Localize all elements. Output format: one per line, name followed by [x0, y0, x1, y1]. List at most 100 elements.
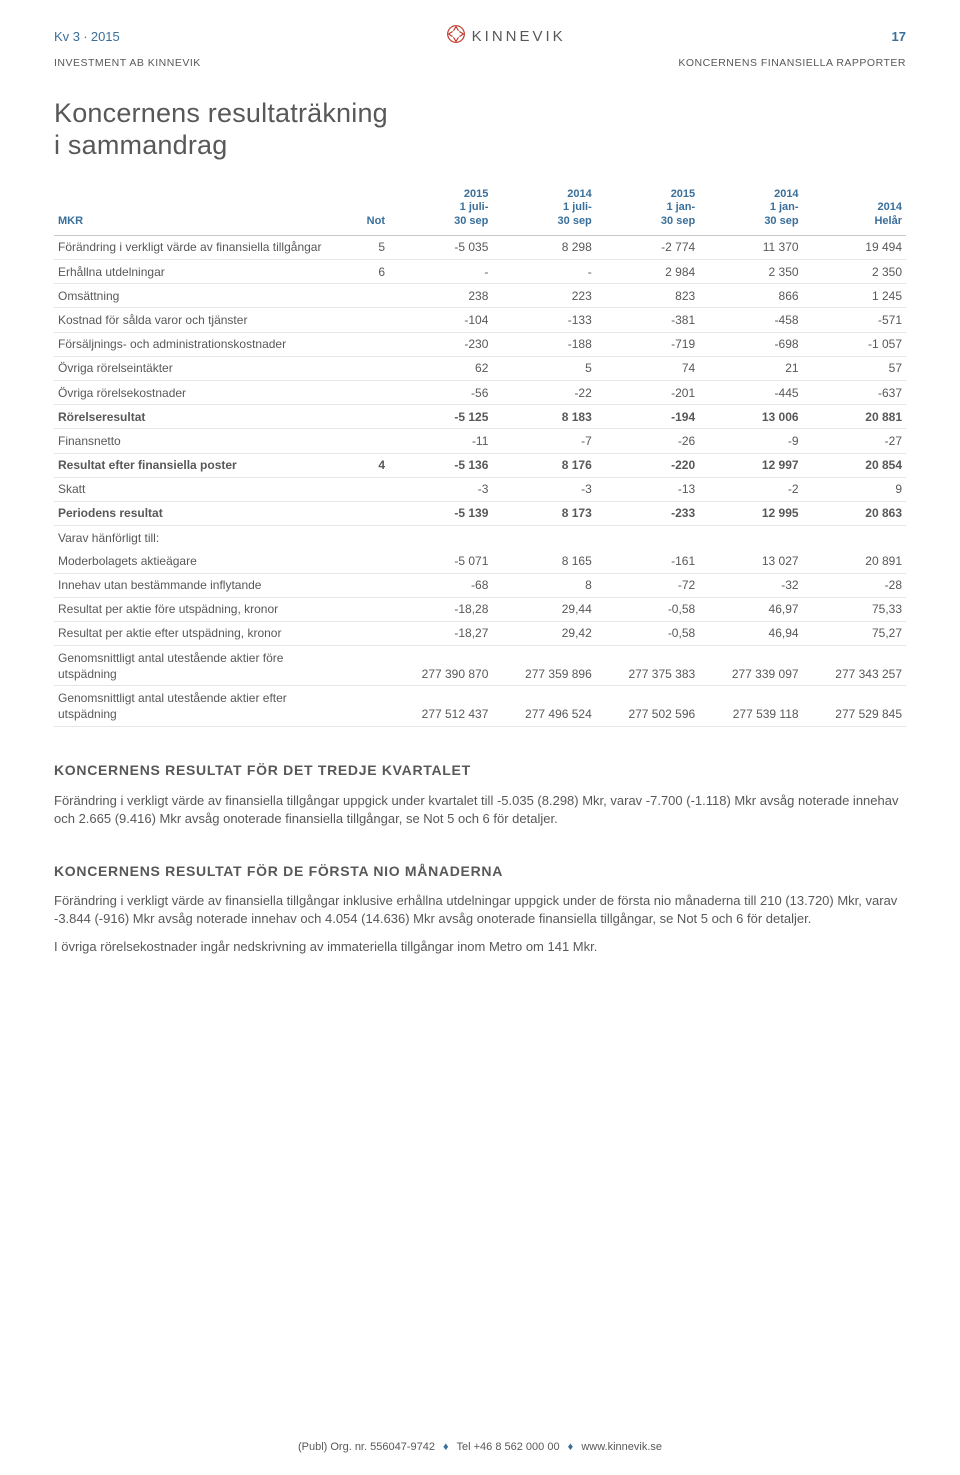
table-row: Genomsnittligt antal utestående aktier f…	[54, 646, 906, 686]
table-row: Förändring i verkligt värde av finansiel…	[54, 235, 906, 259]
row-value: -233	[596, 501, 699, 525]
row-value: -571	[803, 308, 906, 332]
row-note	[349, 477, 389, 501]
row-label: Finansnetto	[54, 429, 349, 453]
row-value	[803, 526, 906, 550]
row-label: Förändring i verkligt värde av finansiel…	[54, 235, 349, 259]
row-label: Resultat efter finansiella poster	[54, 453, 349, 477]
row-label: Genomsnittligt antal utestående aktier e…	[54, 686, 349, 726]
row-note: 5	[349, 235, 389, 259]
row-value: 823	[596, 284, 699, 308]
row-value: 75,33	[803, 597, 906, 621]
table-row: Resultat efter finansiella poster4-5 136…	[54, 453, 906, 477]
row-value: -698	[699, 332, 802, 356]
page-title: Koncernens resultaträkning i sammandrag	[54, 98, 906, 162]
col-note: Not	[349, 184, 389, 235]
row-value: -194	[596, 405, 699, 429]
row-value: 8 173	[492, 501, 595, 525]
row-value: 2 984	[596, 260, 699, 284]
row-value: -56	[389, 381, 492, 405]
row-value: -2	[699, 477, 802, 501]
section-line: KONCERNENS FINANSIELLA RAPPORTER	[678, 56, 906, 70]
table-row: Periodens resultat-5 1398 173-23312 9952…	[54, 501, 906, 525]
row-label: Varav hänförligt till:	[54, 526, 349, 550]
row-note	[349, 284, 389, 308]
row-value: 238	[389, 284, 492, 308]
table-row: Försäljnings- och administrationskostnad…	[54, 332, 906, 356]
row-value: -0,58	[596, 621, 699, 645]
row-value: 2 350	[699, 260, 802, 284]
sub-header: INVESTMENT AB KINNEVIK KONCERNENS FINANS…	[54, 56, 906, 70]
row-value: 13 027	[699, 549, 802, 573]
row-value: -5 139	[389, 501, 492, 525]
row-value: 46,94	[699, 621, 802, 645]
col-label: MKR	[54, 184, 349, 235]
row-note	[349, 405, 389, 429]
row-value: 9	[803, 477, 906, 501]
row-label: Periodens resultat	[54, 501, 349, 525]
row-value: -5 136	[389, 453, 492, 477]
col-period: 2014Helår	[803, 184, 906, 235]
row-label: Resultat per aktie före utspädning, kron…	[54, 597, 349, 621]
row-label: Omsättning	[54, 284, 349, 308]
section-body-9m-1: Förändring i verkligt värde av finansiel…	[54, 892, 906, 928]
row-note	[349, 573, 389, 597]
row-value: 277 512 437	[389, 686, 492, 726]
row-value: -5 071	[389, 549, 492, 573]
row-value: 20 863	[803, 501, 906, 525]
row-value: -2 774	[596, 235, 699, 259]
row-label: Övriga rörelsekostnader	[54, 381, 349, 405]
row-label: Erhållna utdelningar	[54, 260, 349, 284]
row-value: 277 375 383	[596, 646, 699, 686]
row-value: -719	[596, 332, 699, 356]
row-value: -22	[492, 381, 595, 405]
row-value: -7	[492, 429, 595, 453]
row-note	[349, 549, 389, 573]
table-row: Erhållna utdelningar6--2 9842 3502 350	[54, 260, 906, 284]
row-value: 866	[699, 284, 802, 308]
row-label: Skatt	[54, 477, 349, 501]
page-header: Kv 3 ∙ 2015 KINNEVIK 17	[54, 24, 906, 50]
table-row: Övriga rörelsekostnader-56-22-201-445-63…	[54, 381, 906, 405]
row-note	[349, 356, 389, 380]
row-value	[389, 526, 492, 550]
row-note	[349, 429, 389, 453]
row-value: 277 390 870	[389, 646, 492, 686]
row-label: Övriga rörelseintäkter	[54, 356, 349, 380]
row-value: 277 529 845	[803, 686, 906, 726]
quarter-label: Kv 3 ∙ 2015	[54, 28, 120, 46]
row-value: 20 891	[803, 549, 906, 573]
kinnevik-logo: KINNEVIK	[446, 24, 566, 50]
bullet-icon: ♦	[563, 1441, 579, 1453]
page-number: 17	[892, 28, 906, 46]
row-value: 20 854	[803, 453, 906, 477]
footer-tel: Tel +46 8 562 000 00	[457, 1441, 560, 1453]
table-row: Resultat per aktie efter utspädning, kro…	[54, 621, 906, 645]
row-value: -220	[596, 453, 699, 477]
row-note	[349, 332, 389, 356]
row-label: Moderbolagets aktieägare	[54, 549, 349, 573]
row-value: 62	[389, 356, 492, 380]
row-value: 277 343 257	[803, 646, 906, 686]
row-value: -0,58	[596, 597, 699, 621]
row-value: 12 997	[699, 453, 802, 477]
row-value: -5 125	[389, 405, 492, 429]
row-value: -161	[596, 549, 699, 573]
row-value: -28	[803, 573, 906, 597]
logo-text: KINNEVIK	[472, 27, 566, 47]
row-value: -1 057	[803, 332, 906, 356]
row-value: -72	[596, 573, 699, 597]
row-value: -3	[389, 477, 492, 501]
row-value: -445	[699, 381, 802, 405]
row-note	[349, 526, 389, 550]
title-line-1: Koncernens resultaträkning	[54, 98, 388, 128]
row-label: Innehav utan bestämmande inflytande	[54, 573, 349, 597]
section-heading-9m: KONCERNENS RESULTAT FÖR DE FÖRSTA NIO MÅ…	[54, 862, 906, 881]
row-value: 2 350	[803, 260, 906, 284]
row-value: 20 881	[803, 405, 906, 429]
table-row: Kostnad för sålda varor och tjänster-104…	[54, 308, 906, 332]
row-value: -230	[389, 332, 492, 356]
col-period: 20141 juli-30 sep	[492, 184, 595, 235]
row-value: 223	[492, 284, 595, 308]
row-value: 74	[596, 356, 699, 380]
